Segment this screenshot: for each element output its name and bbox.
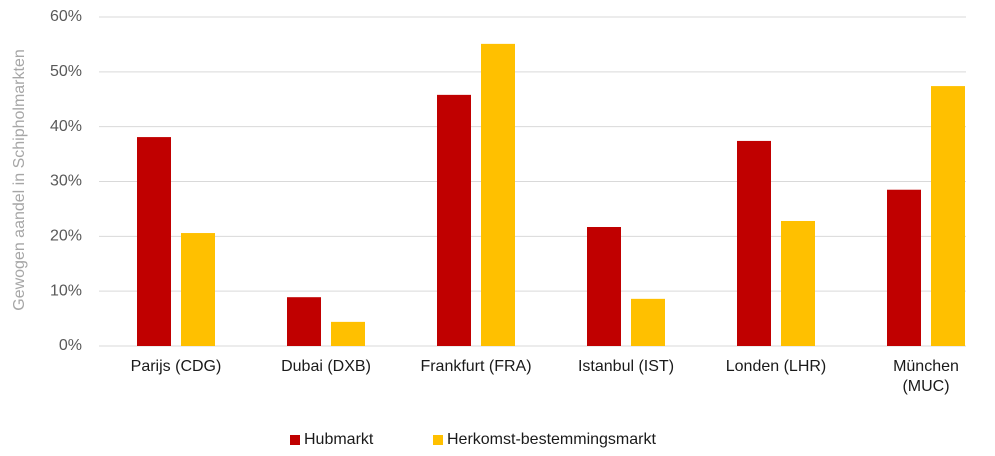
legend-label: Herkomst-bestemmingsmarkt bbox=[447, 431, 656, 448]
x-tick-label: München (MUC) bbox=[893, 358, 959, 395]
y-tick-label: 60% bbox=[50, 8, 82, 25]
bar bbox=[287, 297, 321, 346]
y-axis-title: Gewogen aandel in Schipholmarkten bbox=[11, 49, 28, 311]
bar bbox=[331, 321, 365, 346]
bar bbox=[737, 140, 771, 346]
legend-swatch bbox=[433, 435, 443, 445]
legend-label: Hubmarkt bbox=[304, 431, 374, 448]
y-tick-label: 0% bbox=[59, 337, 82, 354]
legend-item: Herkomst-bestemmingsmarkt bbox=[433, 431, 656, 449]
x-tick-label: Parijs (CDG) bbox=[130, 358, 222, 375]
bar bbox=[481, 43, 515, 346]
legend-item: Hubmarkt bbox=[290, 431, 373, 449]
bar bbox=[181, 233, 215, 346]
y-tick-label: 30% bbox=[50, 173, 82, 190]
x-tick-label: Frankfurt (FRA) bbox=[420, 358, 532, 375]
x-tick-label: Dubai (DXB) bbox=[281, 358, 371, 375]
bar bbox=[137, 137, 171, 346]
bar bbox=[587, 227, 621, 346]
x-tick-label: Istanbul (IST) bbox=[577, 358, 675, 375]
bar bbox=[781, 220, 815, 346]
y-tick-label: 40% bbox=[50, 118, 82, 135]
y-tick-label: 20% bbox=[50, 228, 82, 245]
bar bbox=[437, 94, 471, 346]
x-tick-label: Londen (LHR) bbox=[725, 358, 827, 375]
y-tick-label: 10% bbox=[50, 282, 82, 299]
bar bbox=[631, 298, 665, 346]
bar bbox=[931, 86, 965, 346]
legend-swatch bbox=[290, 435, 300, 445]
y-tick-label: 50% bbox=[50, 63, 82, 80]
bar bbox=[887, 189, 921, 346]
